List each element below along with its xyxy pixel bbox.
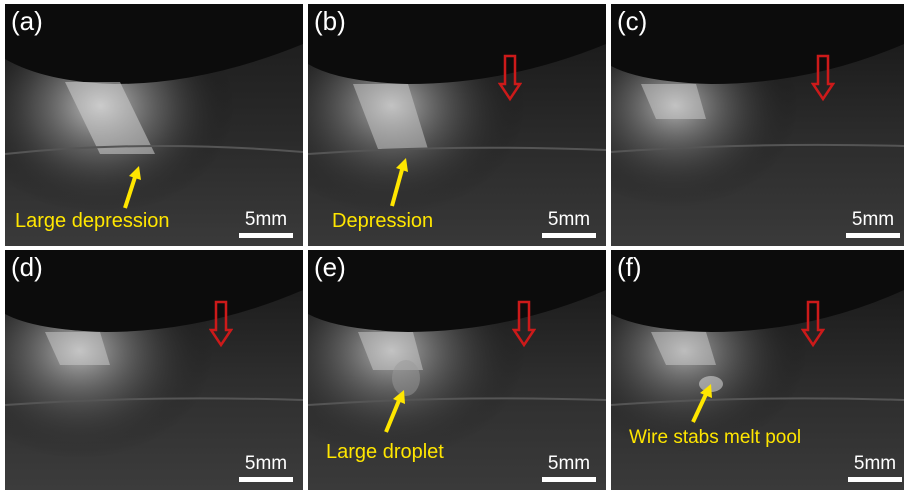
- annotation-arrow-icon: [691, 384, 712, 423]
- scale-label: 5mm: [244, 453, 288, 474]
- scale-bar: 5mm: [542, 454, 596, 482]
- weld-image-a: [5, 4, 303, 246]
- scale-label: 5mm: [547, 209, 591, 230]
- down-arrow-icon: [512, 300, 536, 348]
- panel-a: (a) Large depression 5mm: [5, 4, 303, 246]
- annotation-arrow-icon: [390, 158, 408, 207]
- scale-bar-line: [846, 233, 900, 238]
- annotation-text: Large depression: [15, 210, 170, 232]
- scale-bar-line: [542, 477, 596, 482]
- panel-label: (a): [11, 6, 43, 36]
- scale-bar-line: [542, 233, 596, 238]
- down-arrow-icon: [209, 300, 233, 348]
- panel-d: (d) 5mm: [5, 250, 303, 490]
- down-arrow-icon: [498, 54, 522, 102]
- scale-bar: 5mm: [848, 454, 902, 482]
- scale-bar: 5mm: [542, 210, 596, 238]
- panel-f: (f) Wire stabs melt pool 5mm: [611, 250, 904, 490]
- scale-bar-line: [239, 477, 293, 482]
- panel-c: (c) 5mm: [611, 4, 904, 246]
- weld-image-f: [611, 250, 904, 490]
- annotation-text: Wire stabs melt pool: [629, 427, 802, 448]
- scale-bar-line: [239, 233, 293, 238]
- weld-image-e: [308, 250, 606, 490]
- annotation-text: Depression: [332, 210, 434, 232]
- down-arrow-icon: [811, 54, 835, 102]
- annotation-arrow-icon: [384, 390, 405, 433]
- scale-bar: 5mm: [239, 210, 293, 238]
- panel-label: (e): [314, 252, 346, 282]
- scale-bar: 5mm: [846, 210, 900, 238]
- weld-image-b: [308, 4, 606, 246]
- scale-label: 5mm: [547, 453, 591, 474]
- weld-image-d: [5, 250, 303, 490]
- panel-label: (b): [314, 6, 346, 36]
- panel-b: (b) Depression 5mm: [308, 4, 606, 246]
- panel-e: (e) Large droplet 5mm: [308, 250, 606, 490]
- annotation-arrow-icon: [123, 166, 141, 209]
- down-arrow-icon: [801, 300, 825, 348]
- scale-bar-line: [848, 477, 902, 482]
- scale-label: 5mm: [244, 209, 288, 230]
- scale-bar: 5mm: [239, 454, 293, 482]
- panel-label: (c): [617, 6, 648, 36]
- weld-image-c: [611, 4, 904, 246]
- panel-label: (f): [617, 252, 642, 282]
- panel-label: (d): [11, 252, 43, 282]
- annotation-text: Large droplet: [326, 441, 444, 463]
- scale-label: 5mm: [853, 453, 897, 474]
- scale-label: 5mm: [851, 209, 895, 230]
